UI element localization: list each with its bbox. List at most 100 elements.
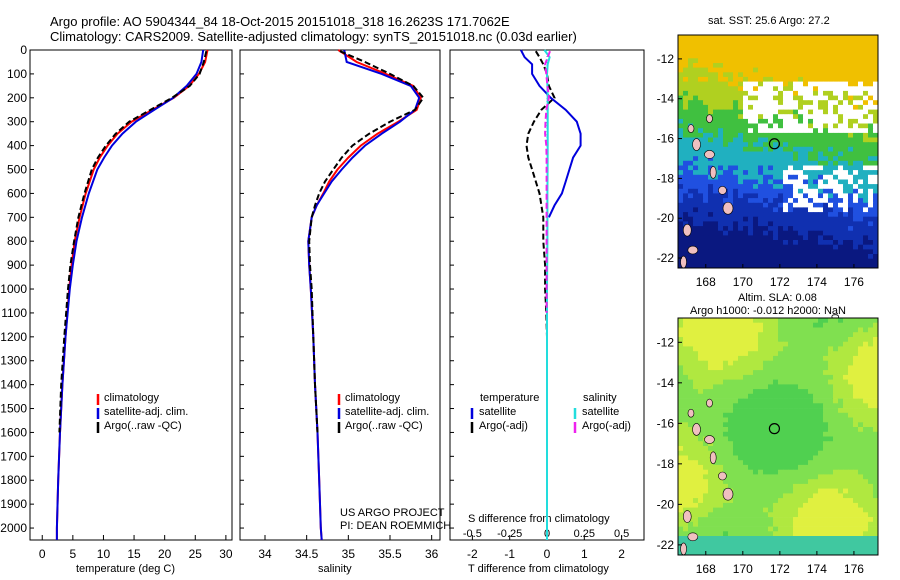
map-cell (813, 258, 819, 264)
map-cell (768, 545, 774, 551)
island-shape (718, 186, 727, 195)
map-cell (718, 450, 724, 456)
map-cell (813, 35, 819, 41)
map-cell (793, 469, 799, 475)
map-cell (798, 521, 804, 527)
map-cell (703, 76, 709, 82)
map-cell (688, 360, 694, 366)
map-cell (753, 90, 759, 96)
map-cell (803, 427, 809, 433)
map-cell (718, 216, 724, 222)
map-cell (823, 123, 829, 129)
map-cell (768, 389, 774, 395)
map-cell (863, 76, 869, 82)
map-cell (773, 160, 779, 166)
map-cell (793, 460, 799, 466)
map-cell (753, 346, 759, 352)
map-cell (713, 86, 719, 92)
map-cell (763, 72, 769, 78)
map-cell (763, 365, 769, 371)
map-cell (808, 58, 814, 64)
map-cell (698, 550, 704, 556)
map-cell (853, 212, 859, 218)
map-cell (743, 230, 749, 236)
map-cell (678, 39, 684, 45)
map-cell (688, 351, 694, 357)
temp-ytick-label: 200 (7, 91, 27, 105)
map-cell (718, 488, 724, 494)
map-cell (823, 341, 829, 347)
map-cell (793, 128, 799, 134)
map-cell (768, 384, 774, 390)
map-cell (763, 44, 769, 50)
map-cell (753, 81, 759, 87)
map-cell (723, 240, 729, 246)
map-cell (788, 216, 794, 222)
map-cell (848, 202, 854, 208)
map-cell (733, 240, 739, 246)
map-cell (738, 249, 744, 255)
map-cell (868, 346, 874, 352)
map-cell (783, 517, 789, 523)
map-cell (698, 531, 704, 537)
map-cell (683, 202, 689, 208)
map-cell (738, 408, 744, 414)
map-cell (753, 531, 759, 537)
map-cell (683, 95, 689, 101)
map-cell (713, 374, 719, 380)
map-cell (788, 332, 794, 338)
map-cell (863, 502, 869, 508)
map-cell (803, 249, 809, 255)
map-cell (698, 469, 704, 475)
map-cell (798, 502, 804, 508)
map-cell (693, 170, 699, 176)
map-cell (738, 446, 744, 452)
map-cell (698, 123, 704, 129)
map-cell (828, 550, 834, 556)
map-cell (788, 337, 794, 343)
map-cell (693, 365, 699, 371)
map-cell (808, 446, 814, 452)
map-cell (738, 81, 744, 87)
map-cell (748, 72, 754, 78)
map-cell (693, 58, 699, 64)
map-cell (733, 403, 739, 409)
map-cell (848, 123, 854, 129)
map-cell (813, 365, 819, 371)
map-cell (733, 244, 739, 250)
map-cell (793, 174, 799, 180)
map-cell (818, 146, 824, 152)
map-cell (808, 67, 814, 73)
map-cell (838, 170, 844, 176)
map-cell (843, 540, 849, 546)
map-cell (763, 165, 769, 171)
map-cell (868, 58, 874, 64)
map-cell (678, 263, 684, 269)
map-cell (748, 531, 754, 537)
map-cell (723, 351, 729, 357)
map-cell (678, 398, 684, 404)
map-cell (688, 469, 694, 475)
map-cell (838, 142, 844, 148)
map-cell (703, 536, 709, 542)
map-cell (813, 244, 819, 250)
map-cell (858, 464, 864, 470)
map-cell (813, 540, 819, 546)
map-cell (763, 441, 769, 447)
map-cell (753, 351, 759, 357)
map-cell (743, 517, 749, 523)
map-cell (733, 49, 739, 55)
map-cell (813, 81, 819, 87)
map-cell (708, 137, 714, 143)
map-cell (788, 427, 794, 433)
map-cell (833, 67, 839, 73)
map-cell (763, 517, 769, 523)
map-cell (838, 526, 844, 532)
map-cell (833, 540, 839, 546)
map-cell (758, 100, 764, 106)
map-cell (793, 408, 799, 414)
map-cell (753, 184, 759, 190)
map-cell (703, 207, 709, 213)
map-cell (873, 118, 879, 124)
map-cell (858, 346, 864, 352)
